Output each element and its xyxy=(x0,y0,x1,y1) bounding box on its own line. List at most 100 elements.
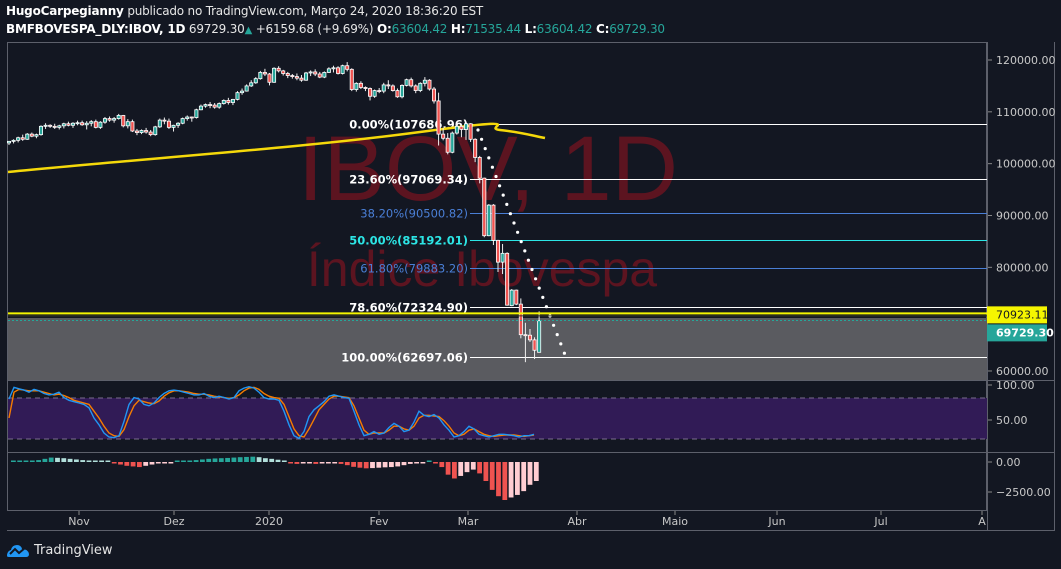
close-label: C: xyxy=(595,22,610,36)
candle xyxy=(258,70,263,80)
candle xyxy=(505,252,510,306)
candle xyxy=(368,87,373,101)
candle xyxy=(285,71,290,79)
candle xyxy=(38,125,43,136)
candle xyxy=(80,120,85,126)
price-tick-label: 90000.00 xyxy=(996,209,1049,222)
candle xyxy=(477,155,482,184)
price-tick-label: 110000.00 xyxy=(996,106,1056,119)
histogram-bar xyxy=(288,462,293,464)
footer-branding: TradingView xyxy=(6,542,113,558)
candle xyxy=(189,116,194,122)
histogram-bar xyxy=(105,460,111,462)
histogram-bar xyxy=(452,462,457,479)
candle xyxy=(537,311,542,353)
histogram-bar xyxy=(231,457,237,462)
candle xyxy=(409,77,414,88)
candle xyxy=(527,328,532,342)
candle xyxy=(363,86,368,92)
histogram-bar xyxy=(256,457,262,462)
candle xyxy=(130,119,135,133)
candle xyxy=(349,68,354,92)
histogram-bar xyxy=(124,462,130,466)
candle xyxy=(267,72,272,86)
candle xyxy=(148,129,153,137)
histogram-bar xyxy=(338,462,344,464)
histogram-bar xyxy=(470,462,476,470)
time-tick-label: 2020 xyxy=(255,515,283,528)
histogram-bar xyxy=(307,462,312,464)
tradingview-logo-icon xyxy=(7,545,29,557)
stochastic-lines xyxy=(8,385,535,440)
candle xyxy=(144,127,149,134)
histogram-bar xyxy=(55,457,60,462)
candle xyxy=(134,128,139,136)
candle xyxy=(390,84,395,92)
candle xyxy=(372,89,377,98)
candle xyxy=(422,77,427,87)
symbol-name[interactable]: BMFBOVESPA_DLY:IBOV, 1D xyxy=(6,22,186,36)
shaded-zone xyxy=(8,318,987,380)
histogram-bar xyxy=(533,462,539,481)
fib-level[interactable]: 100.00%(62697.06) xyxy=(341,351,987,365)
candle xyxy=(253,77,258,84)
candle xyxy=(523,322,528,363)
open-value: 63604.42 xyxy=(391,22,448,36)
candle xyxy=(436,92,441,146)
candle xyxy=(281,69,286,76)
fib-level[interactable]: 38.20%(90500.82) xyxy=(360,207,987,221)
fibonacci-retracement[interactable]: 0.00%(107686.96) 23.60%(97069.34) 38.20%(9… xyxy=(341,118,987,365)
open-label: O: xyxy=(376,22,392,36)
fib-level[interactable]: 50.00%(85192.01) xyxy=(349,234,987,248)
candle xyxy=(249,80,254,87)
price-axis[interactable]: 120000.00 110000.00 100000.00 90000.00 80000… xyxy=(988,54,1056,378)
time-tick-label: Dez xyxy=(163,515,184,528)
up-arrow-icon: ▲ xyxy=(244,25,253,36)
histogram-bar xyxy=(275,459,281,462)
dotted-trendline[interactable] xyxy=(476,128,567,355)
histogram-bar xyxy=(401,462,407,466)
fib-level[interactable]: 23.60%(97069.34) xyxy=(349,173,987,187)
close-value: 69729.30 xyxy=(609,22,665,36)
histogram-bar xyxy=(86,460,92,462)
candle xyxy=(98,121,103,129)
histogram-bar xyxy=(92,460,98,462)
candle xyxy=(34,133,39,139)
candle xyxy=(84,121,89,130)
macd-histogram xyxy=(11,456,539,500)
time-tick-label: A xyxy=(978,515,986,528)
horizontal-line-70923[interactable] xyxy=(8,312,987,322)
macd-axis[interactable]: 0.00 −2500.00 xyxy=(988,456,1051,499)
histogram-bar xyxy=(67,458,73,462)
histogram-bar xyxy=(218,458,224,462)
histogram-bar xyxy=(515,462,520,495)
candle xyxy=(463,122,468,140)
price-tick-label: 80000.00 xyxy=(996,261,1049,274)
histogram-bar xyxy=(351,462,356,467)
svg-text:70923.11: 70923.11 xyxy=(996,308,1049,321)
histogram-bar xyxy=(61,458,67,462)
macd-tick-label: −2500.00 xyxy=(996,486,1051,499)
histogram-bar xyxy=(407,462,413,464)
candle xyxy=(473,138,478,163)
fib-level[interactable]: 61.80%(79883.20) xyxy=(360,262,987,276)
histogram-bar xyxy=(439,462,445,468)
candle xyxy=(240,88,245,95)
fib-level[interactable]: 78.60%(72324.90) xyxy=(349,301,987,315)
histogram-bar xyxy=(130,462,136,467)
candle xyxy=(432,86,437,104)
time-axis[interactable]: Nov Dez 2020 Fev Mar Abr Maio Jun Jul A xyxy=(68,511,986,528)
candle xyxy=(171,124,176,132)
candle xyxy=(198,104,203,111)
low-label: L: xyxy=(524,22,537,36)
candle xyxy=(139,129,144,135)
stochastic-axis[interactable]: 100.00 50.00 xyxy=(988,379,1035,427)
price-tag: 69729.30 xyxy=(987,324,1054,342)
low-value: 63604.42 xyxy=(536,22,593,36)
histogram-bar xyxy=(426,460,432,462)
candle xyxy=(308,70,313,77)
histogram-bar xyxy=(357,462,363,468)
stoch-tick-label: 50.00 xyxy=(996,414,1028,427)
candle xyxy=(75,120,80,126)
